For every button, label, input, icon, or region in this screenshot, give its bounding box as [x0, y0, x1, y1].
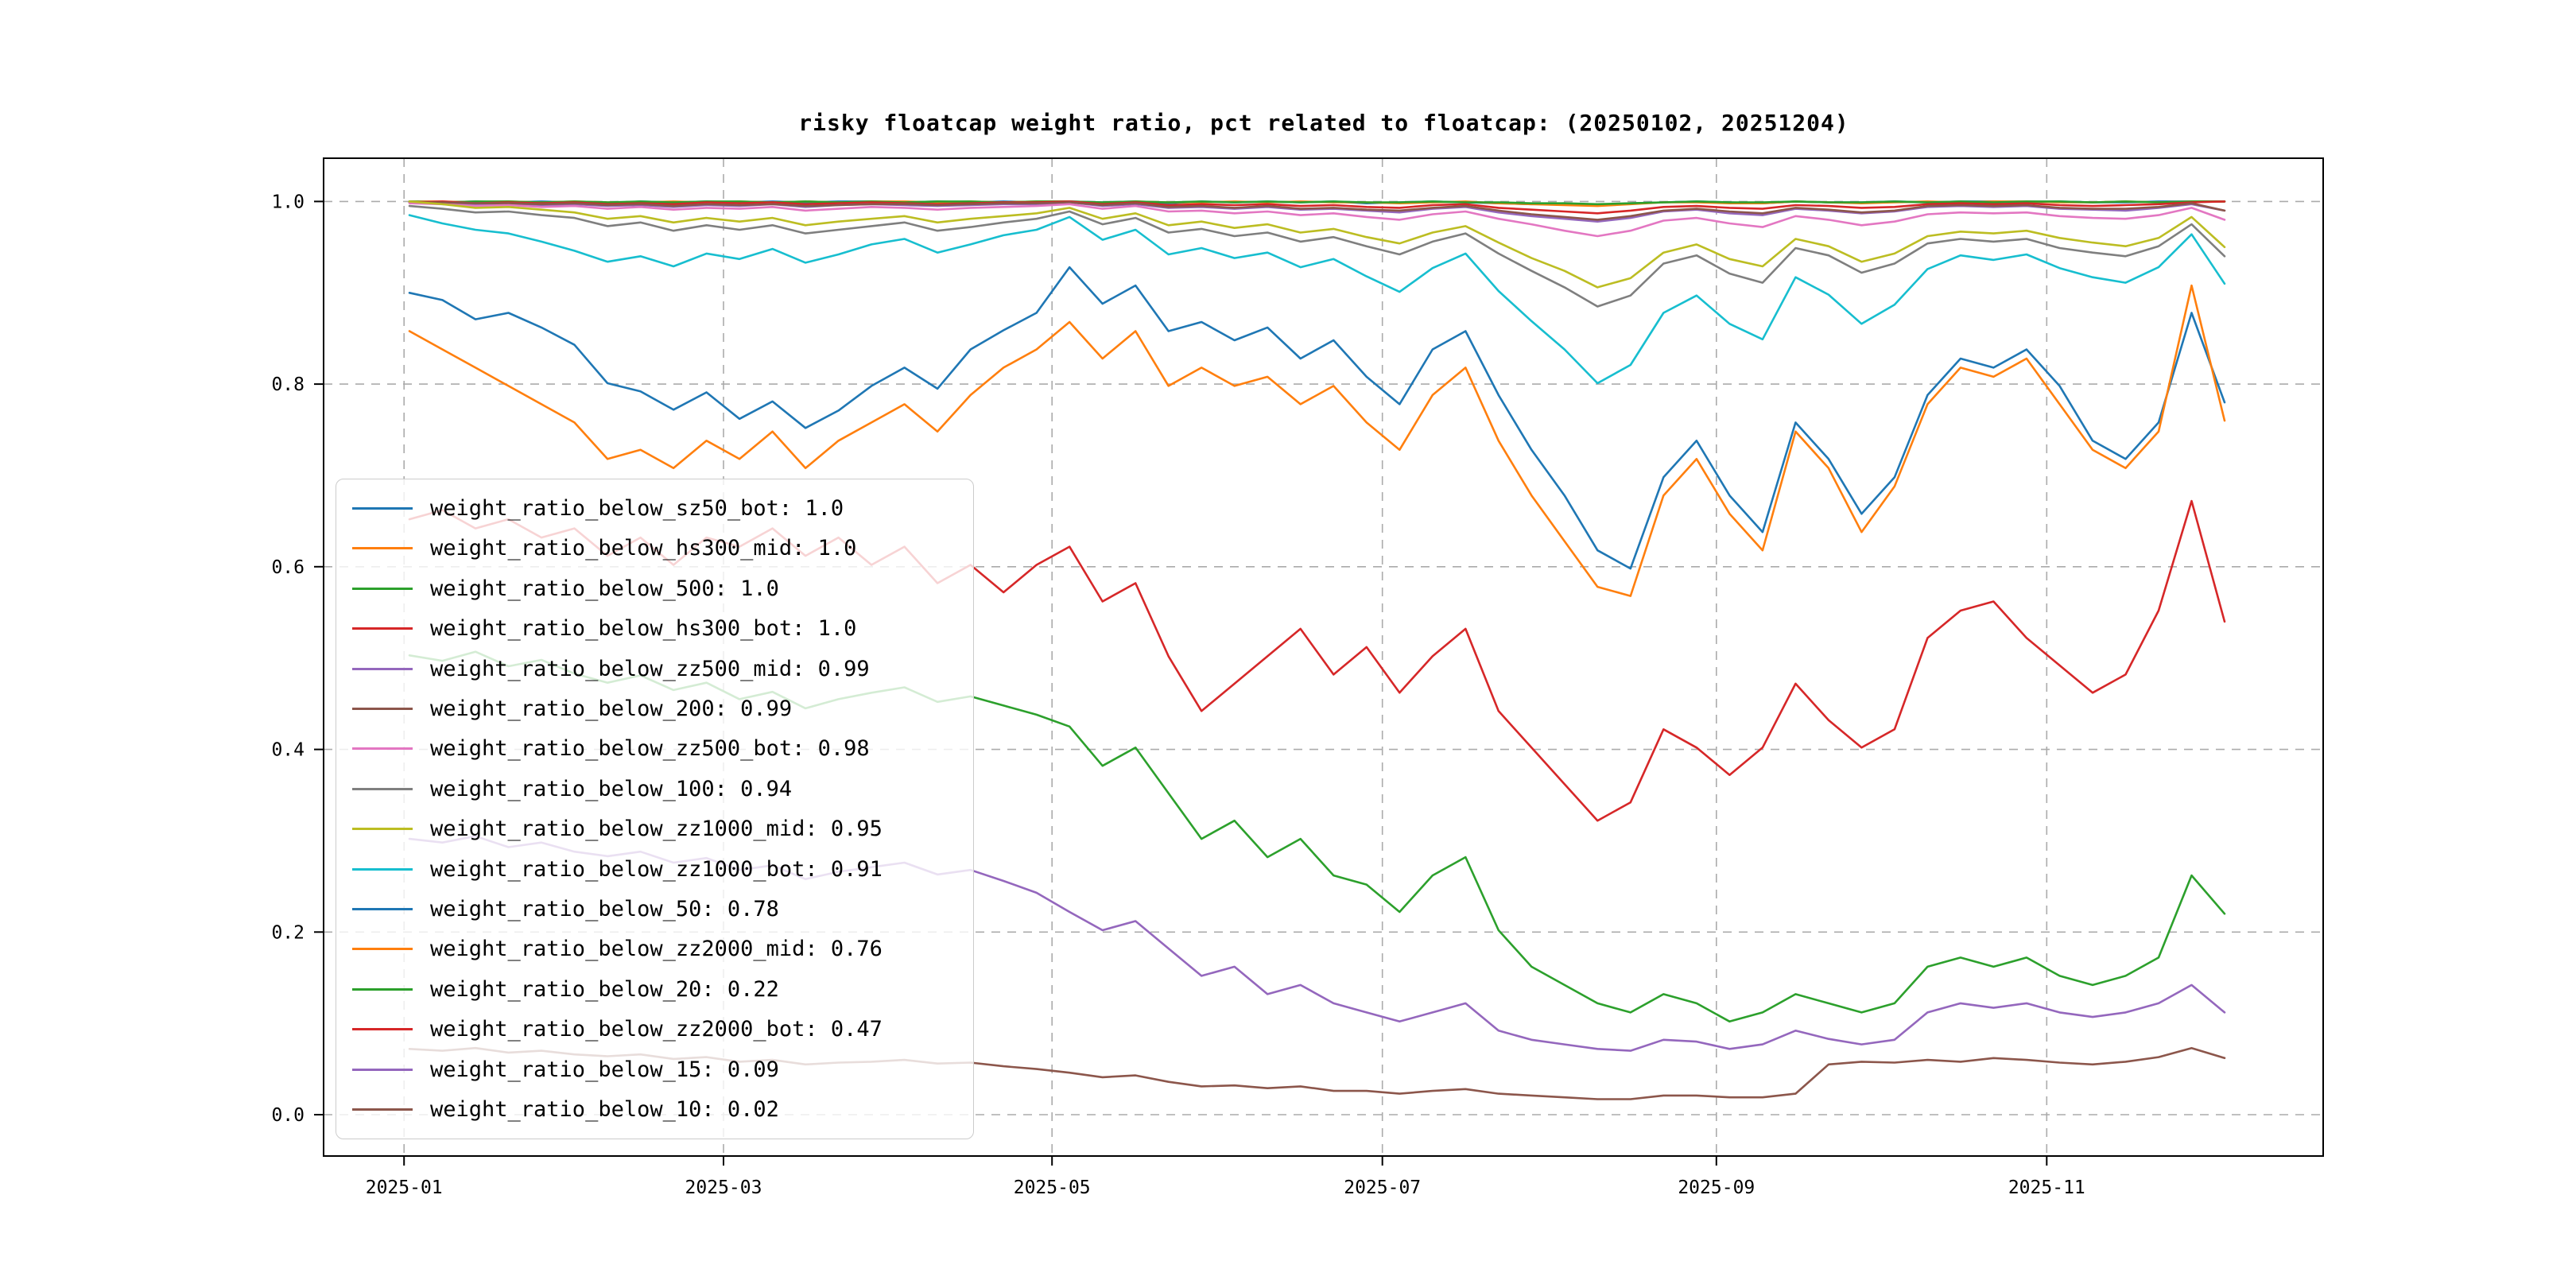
legend-label: weight_ratio_below_100: 0.94: [430, 776, 793, 801]
y-tick-label: 0.8: [271, 374, 305, 395]
legend-item: weight_ratio_below_zz500_mid: 0.99: [336, 650, 973, 688]
legend-item: weight_ratio_below_zz500_bot: 0.98: [336, 730, 973, 768]
legend-item: weight_ratio_below_hs300_mid: 1.0: [336, 530, 973, 568]
y-tick-label: 1.0: [271, 192, 305, 212]
legend-item: weight_ratio_below_sz50_bot: 1.0: [336, 489, 973, 527]
legend-line-swatch: [352, 547, 413, 550]
legend-line-swatch: [352, 627, 413, 630]
legend-item: weight_ratio_below_15: 0.09: [336, 1050, 973, 1088]
x-tick-label: 2025-07: [1344, 1177, 1421, 1198]
legend-line-swatch: [352, 1068, 413, 1071]
x-tick-label: 2025-05: [1014, 1177, 1091, 1198]
y-tick-label: 0.6: [271, 557, 305, 578]
legend-label: weight_ratio_below_500: 1.0: [430, 576, 779, 601]
legend-item: weight_ratio_below_50: 0.78: [336, 890, 973, 928]
legend-label: weight_ratio_below_sz50_bot: 1.0: [430, 495, 844, 521]
legend-line-swatch: [352, 987, 413, 991]
series-weight_ratio_below_zz500_bot: [408, 202, 2226, 238]
legend-line-swatch: [352, 707, 413, 710]
legend-item: weight_ratio_below_100: 0.94: [336, 770, 973, 808]
y-tick-label: 0.2: [271, 922, 305, 943]
legend-item: weight_ratio_below_10: 0.02: [336, 1091, 973, 1129]
legend-label: weight_ratio_below_hs300_bot: 1.0: [430, 616, 857, 642]
legend-line-swatch: [352, 747, 413, 751]
legend-label: weight_ratio_below_zz2000_mid: 0.76: [430, 937, 883, 962]
legend-label: weight_ratio_below_hs300_mid: 1.0: [430, 536, 857, 561]
legend-item: weight_ratio_below_zz2000_mid: 0.76: [336, 930, 973, 968]
series-weight_ratio_below_zz1000_mid: [408, 200, 2226, 289]
series-weight_ratio_below_200: [408, 201, 2226, 221]
y-tick-label: 0.0: [271, 1105, 305, 1126]
x-tick-label: 2025-11: [2008, 1177, 2085, 1198]
plot-frame: [323, 157, 2324, 1157]
legend-line-swatch: [352, 867, 413, 871]
legend-line-swatch: [352, 667, 413, 670]
series-weight_ratio_below_100: [408, 204, 2226, 308]
x-tick-label: 2025-03: [685, 1177, 762, 1198]
legend-label: weight_ratio_below_zz500_mid: 0.99: [430, 656, 870, 681]
legend-label: weight_ratio_below_10: 0.02: [430, 1097, 779, 1122]
legend-line-swatch: [352, 1028, 413, 1031]
legend-item: weight_ratio_below_20: 0.22: [336, 970, 973, 1008]
series-weight_ratio_below_zz2000_mid: [408, 284, 2226, 597]
legend-line-swatch: [352, 948, 413, 951]
legend-line-swatch: [352, 787, 413, 790]
series-weight_ratio_below_zz1000_bot: [408, 214, 2226, 385]
legend-label: weight_ratio_below_15: 0.09: [430, 1057, 779, 1082]
x-tick-label: 2025-09: [1678, 1177, 1755, 1198]
legend-label: weight_ratio_below_20: 0.22: [430, 976, 779, 1002]
legend-item: weight_ratio_below_200: 0.99: [336, 689, 973, 727]
series-weight_ratio_below_hs300_bot: [408, 200, 2226, 215]
legend-label: weight_ratio_below_zz500_bot: 0.98: [430, 736, 870, 762]
y-tick-label: 0.4: [271, 740, 305, 761]
legend-item: weight_ratio_below_zz1000_mid: 0.95: [336, 810, 973, 848]
legend-item: weight_ratio_below_zz1000_bot: 0.91: [336, 850, 973, 888]
legend-line-swatch: [352, 907, 413, 910]
legend-line-swatch: [352, 828, 413, 831]
legend-item: weight_ratio_below_zz2000_bot: 0.47: [336, 1011, 973, 1049]
legend-item: weight_ratio_below_hs300_bot: 1.0: [336, 610, 973, 648]
x-tick-label: 2025-01: [366, 1177, 443, 1198]
legend-line-swatch: [352, 1108, 413, 1111]
series-weight_ratio_below_50: [408, 266, 2226, 570]
legend-item: weight_ratio_below_500: 1.0: [336, 569, 973, 607]
legend-label: weight_ratio_below_zz1000_bot: 0.91: [430, 856, 883, 882]
legend-label: weight_ratio_below_50: 0.78: [430, 896, 779, 921]
legend-line-swatch: [352, 506, 413, 510]
legend-label: weight_ratio_below_zz2000_bot: 0.47: [430, 1017, 883, 1042]
legend-label: weight_ratio_below_zz1000_mid: 0.95: [430, 817, 883, 842]
legend-line-swatch: [352, 587, 413, 590]
legend-box: weight_ratio_below_sz50_bot: 1.0 weight_r…: [336, 479, 974, 1139]
chart-title: risky floatcap weight ratio, pct related…: [798, 110, 1849, 136]
legend-label: weight_ratio_below_200: 0.99: [430, 696, 793, 721]
